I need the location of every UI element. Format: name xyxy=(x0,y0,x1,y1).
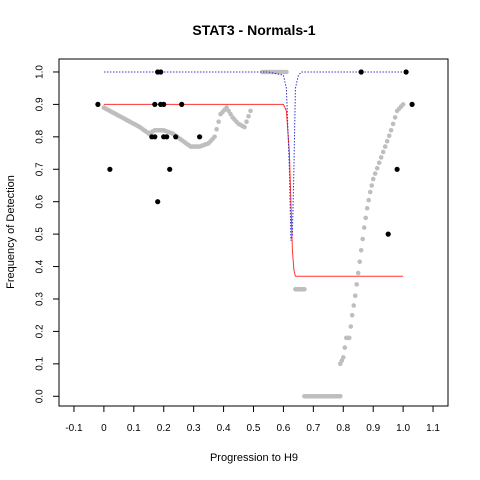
smoothed-point xyxy=(302,287,307,292)
chart-axes: -0.1 0 0.1 0.2 0.3 0.4 0.5 0.6 0.7 0.8 0.9 1.0 1.1 0.… xyxy=(34,65,440,434)
smoothed-point xyxy=(355,270,361,276)
y-tick-label: 0.9 xyxy=(35,97,46,111)
x-axis-label: Progression to H9 xyxy=(210,452,298,464)
y-tick-label: 0.3 xyxy=(34,292,45,306)
smoothed-point xyxy=(228,111,233,117)
observed-point xyxy=(403,69,409,75)
smoothed-point xyxy=(242,124,247,130)
x-tick-label: 0.6 xyxy=(276,423,290,434)
smoothed-point xyxy=(347,335,352,341)
chart-title: STAT3 - Normals-1 xyxy=(192,22,315,38)
smoothed-point xyxy=(390,121,396,127)
observed-point xyxy=(173,134,179,140)
smoothed-point xyxy=(284,69,289,75)
smoothed-point xyxy=(354,282,360,287)
y-tick-label: 0.8 xyxy=(35,129,46,143)
observed-point xyxy=(385,231,391,237)
smoothed-point xyxy=(376,160,382,166)
y-tick-label: 0.7 xyxy=(34,162,45,176)
chart-marks xyxy=(95,69,415,399)
smoothed-point xyxy=(378,155,384,160)
observed-point xyxy=(158,69,164,75)
x-tick-label: 0.2 xyxy=(157,423,171,434)
y-tick-label: 0.2 xyxy=(35,324,46,338)
fit-curve-line xyxy=(103,103,404,277)
smoothed-point xyxy=(382,144,388,149)
smoothed-point xyxy=(244,119,249,124)
y-tick-label: 0.5 xyxy=(35,227,46,241)
smoothed-point xyxy=(367,189,373,195)
x-tick-label: 0.9 xyxy=(366,423,380,434)
smoothed-point xyxy=(384,138,390,144)
smoothed-point xyxy=(369,183,375,188)
observed-point xyxy=(394,166,400,172)
smoothed-point xyxy=(342,345,348,350)
y-tick-label: 0.0 xyxy=(34,389,45,403)
smoothed-point xyxy=(366,197,372,203)
x-tick-label: 1.1 xyxy=(426,423,440,434)
observed-point xyxy=(179,101,185,107)
observed-point xyxy=(409,101,415,107)
y-tick-label: 0.6 xyxy=(34,194,45,208)
smoothed-point xyxy=(364,205,370,211)
x-tick-label: 0.3 xyxy=(187,423,201,434)
x-tick-label: 0.1 xyxy=(127,423,141,434)
x-tick-label: 0.5 xyxy=(247,423,261,434)
smoothed-point xyxy=(380,149,386,155)
observed-point xyxy=(197,134,203,140)
x-tick-label: 0 xyxy=(101,423,107,434)
smoothed-point xyxy=(246,114,251,119)
smoothed-point xyxy=(360,236,366,242)
smoothed-point xyxy=(352,293,358,299)
smoothed-point xyxy=(341,355,346,360)
smoothed-point xyxy=(216,119,221,124)
smoothed-point xyxy=(224,105,229,110)
smoothed-point xyxy=(374,165,380,171)
x-tick-label: 0.4 xyxy=(217,423,231,434)
smoothed-point xyxy=(248,108,253,114)
y-tick-label: 0.4 xyxy=(34,259,45,273)
x-tick-label: -0.1 xyxy=(65,423,83,434)
y-axis-label: Frequency of Detection xyxy=(5,175,17,289)
observed-point xyxy=(152,134,158,140)
smoothed-point xyxy=(351,303,357,308)
observed-point xyxy=(95,101,101,107)
y-tick-label: 0.1 xyxy=(35,356,46,370)
smoothed-point xyxy=(338,394,343,399)
x-tick-label: 0.8 xyxy=(336,423,350,434)
smoothed-point xyxy=(363,215,369,221)
smoothed-point xyxy=(357,259,363,265)
smoothed-point xyxy=(392,115,398,120)
smoothed-point xyxy=(370,176,376,182)
smoothed-point xyxy=(386,133,392,139)
smoothed-point xyxy=(349,312,355,318)
smoothed-point xyxy=(212,134,217,140)
observed-point xyxy=(164,134,170,140)
observed-point xyxy=(358,69,364,75)
smoothed-point xyxy=(372,171,378,176)
x-tick-label: 0.7 xyxy=(306,423,320,434)
smoothed-point xyxy=(358,248,364,253)
smoothed-point xyxy=(400,102,406,107)
smoothed-point xyxy=(388,128,394,133)
smoothed-point xyxy=(361,225,367,230)
x-tick-label: 1.0 xyxy=(396,423,410,434)
observed-point xyxy=(107,166,113,172)
smoothed-point xyxy=(214,127,219,132)
observed-point xyxy=(167,166,173,172)
smoothed-point xyxy=(348,324,354,329)
observed-point xyxy=(152,101,158,107)
observed-point xyxy=(155,199,161,205)
y-tick-label: 1.0 xyxy=(34,65,45,79)
observed-point xyxy=(161,101,167,107)
boundary-curve-line xyxy=(103,71,404,241)
